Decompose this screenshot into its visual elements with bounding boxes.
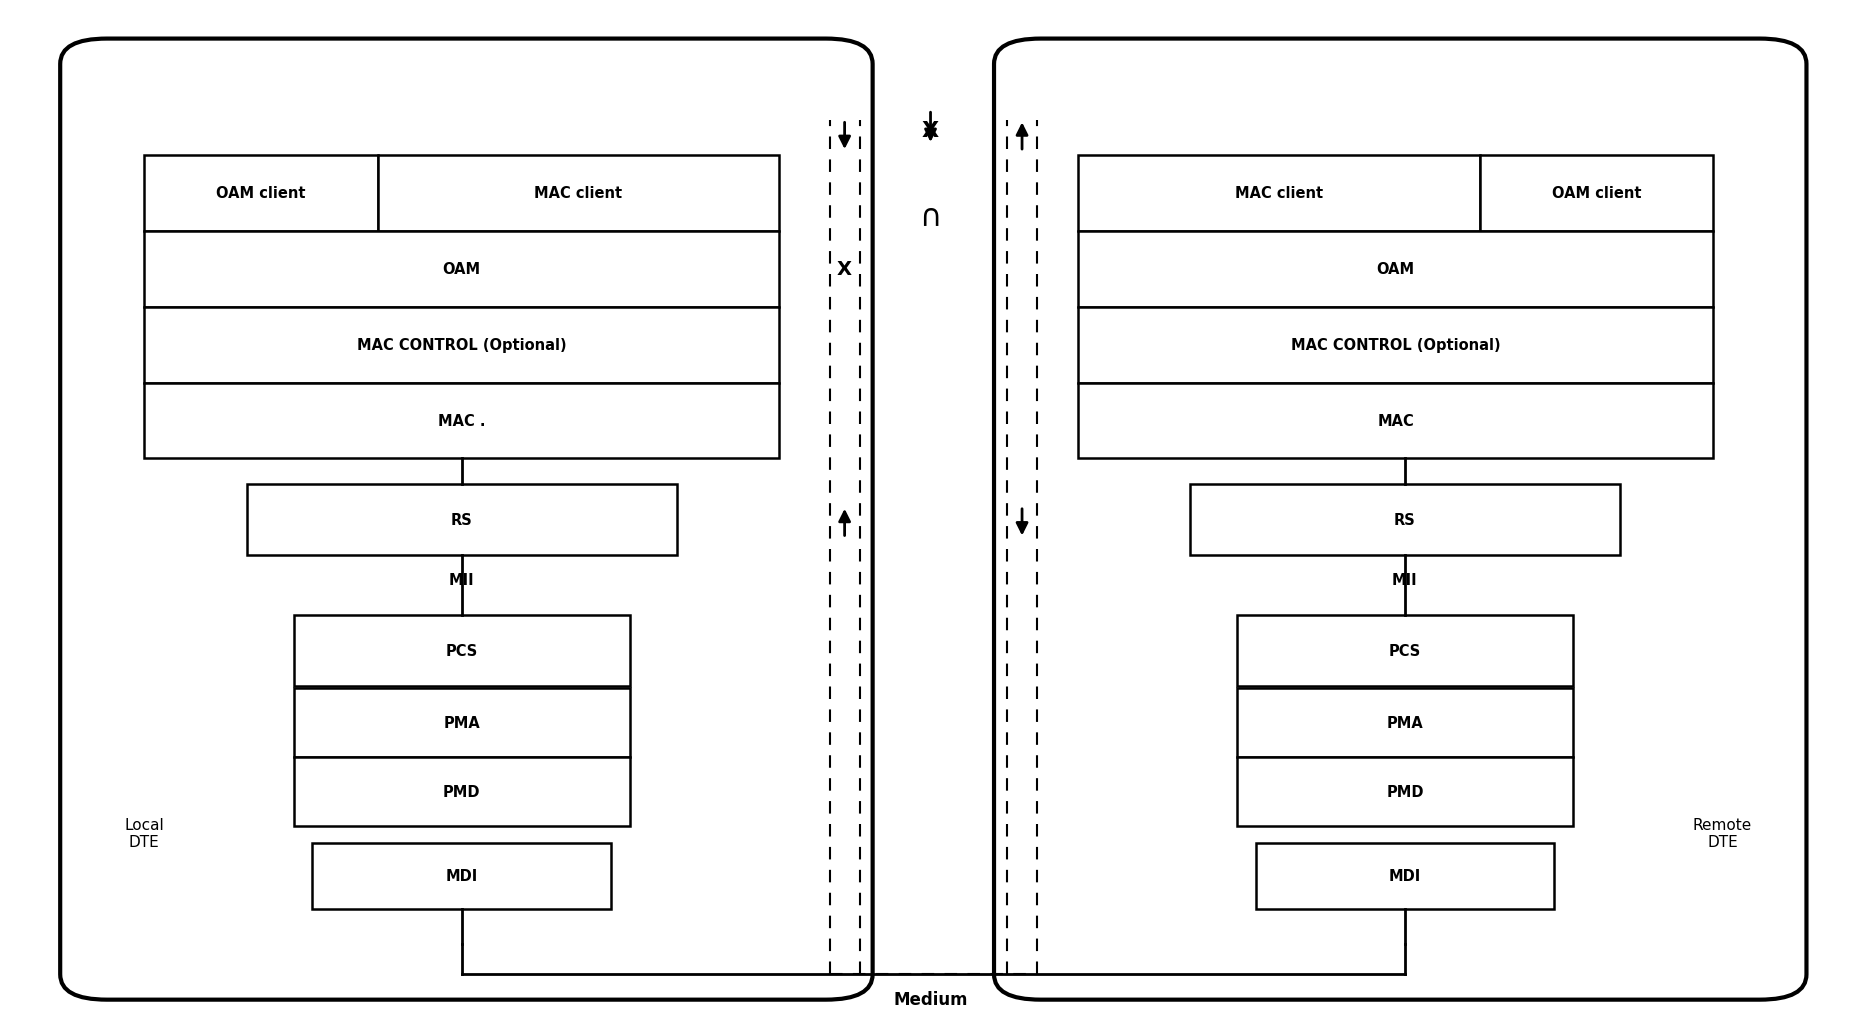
- FancyBboxPatch shape: [1079, 308, 1713, 383]
- Text: Remote
DTE: Remote DTE: [1692, 817, 1752, 849]
- Text: OAM: OAM: [443, 262, 480, 277]
- Text: PCS: PCS: [1388, 644, 1420, 658]
- FancyBboxPatch shape: [1480, 156, 1713, 231]
- FancyBboxPatch shape: [295, 615, 630, 687]
- Text: ∩: ∩: [919, 202, 942, 231]
- Text: MII: MII: [448, 573, 475, 588]
- FancyBboxPatch shape: [144, 231, 779, 308]
- Text: MAC CONTROL (Optional): MAC CONTROL (Optional): [1291, 337, 1501, 353]
- Text: PCS: PCS: [446, 644, 478, 658]
- Text: MAC client: MAC client: [1234, 186, 1323, 201]
- FancyBboxPatch shape: [1079, 383, 1713, 459]
- FancyBboxPatch shape: [994, 40, 1807, 1000]
- FancyBboxPatch shape: [1236, 757, 1572, 825]
- FancyBboxPatch shape: [1236, 689, 1572, 757]
- Text: MII: MII: [1392, 573, 1418, 588]
- FancyBboxPatch shape: [1236, 615, 1572, 687]
- Text: MAC: MAC: [1377, 414, 1415, 429]
- FancyBboxPatch shape: [377, 156, 779, 231]
- Text: MDI: MDI: [446, 868, 478, 883]
- FancyBboxPatch shape: [248, 484, 677, 555]
- FancyBboxPatch shape: [1255, 843, 1555, 909]
- Text: MAC client: MAC client: [535, 186, 623, 201]
- Text: Medium: Medium: [893, 989, 968, 1008]
- Text: OAM client: OAM client: [1551, 186, 1642, 201]
- FancyBboxPatch shape: [295, 757, 630, 825]
- FancyBboxPatch shape: [144, 383, 779, 459]
- FancyBboxPatch shape: [60, 40, 872, 1000]
- FancyBboxPatch shape: [144, 308, 779, 383]
- FancyBboxPatch shape: [295, 689, 630, 757]
- Text: OAM: OAM: [1377, 262, 1415, 277]
- FancyBboxPatch shape: [144, 156, 377, 231]
- Text: Local
DTE: Local DTE: [124, 817, 163, 849]
- Text: X: X: [837, 260, 852, 278]
- Text: RS: RS: [450, 513, 473, 527]
- FancyBboxPatch shape: [1189, 484, 1619, 555]
- Text: PMA: PMA: [1386, 715, 1424, 731]
- Text: PMA: PMA: [443, 715, 480, 731]
- Text: OAM client: OAM client: [216, 186, 306, 201]
- Text: MAC .: MAC .: [437, 414, 486, 429]
- FancyBboxPatch shape: [1079, 156, 1480, 231]
- Text: X: X: [921, 120, 940, 141]
- Text: MDI: MDI: [1388, 868, 1420, 883]
- Text: PMD: PMD: [1386, 784, 1424, 799]
- FancyBboxPatch shape: [1079, 231, 1713, 308]
- Text: RS: RS: [1394, 513, 1416, 527]
- Text: MAC CONTROL (Optional): MAC CONTROL (Optional): [356, 337, 567, 353]
- FancyBboxPatch shape: [311, 843, 612, 909]
- Text: PMD: PMD: [443, 784, 480, 799]
